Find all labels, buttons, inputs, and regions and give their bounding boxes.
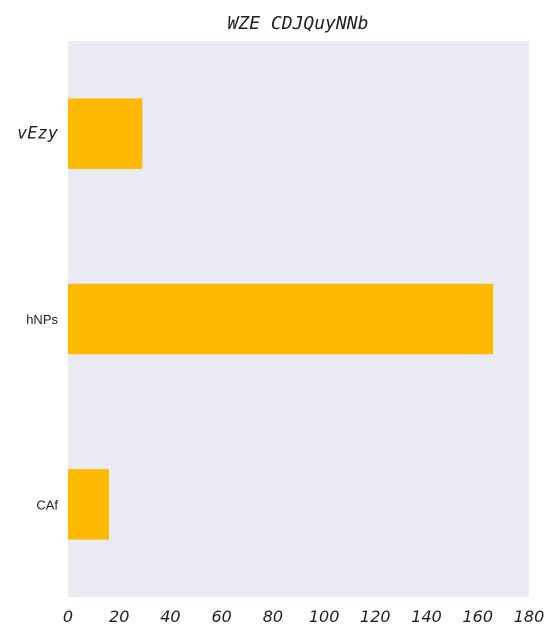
x-tick-label: 80 bbox=[263, 607, 283, 626]
x-tick-label: 40 bbox=[160, 607, 180, 626]
y-tick-labels: vEzy hNPs CAf bbox=[17, 124, 59, 513]
y-tick-label: vEzy bbox=[17, 124, 59, 144]
x-tick-label: 180 bbox=[514, 607, 545, 626]
x-tick-label: 0 bbox=[63, 607, 73, 626]
x-tick-labels: 0 20 40 60 80 100 120 140 160 180 bbox=[63, 607, 544, 626]
x-tick-label: 100 bbox=[309, 607, 340, 626]
bar-hNPs bbox=[68, 283, 494, 355]
y-tick-label: CAf bbox=[36, 497, 58, 512]
x-tick-label: 160 bbox=[463, 607, 494, 626]
bar-vEzy bbox=[68, 98, 143, 169]
chart-title: WZE CDJQuyNNb bbox=[228, 13, 369, 34]
bar-CAf bbox=[68, 469, 109, 540]
x-tick-label: 140 bbox=[411, 607, 442, 626]
x-tick-label: 120 bbox=[360, 607, 391, 626]
bars-group bbox=[68, 98, 494, 540]
y-tick-label: hNPs bbox=[26, 312, 58, 327]
x-tick-label: 60 bbox=[211, 607, 231, 626]
x-tick-label: 20 bbox=[109, 607, 129, 626]
